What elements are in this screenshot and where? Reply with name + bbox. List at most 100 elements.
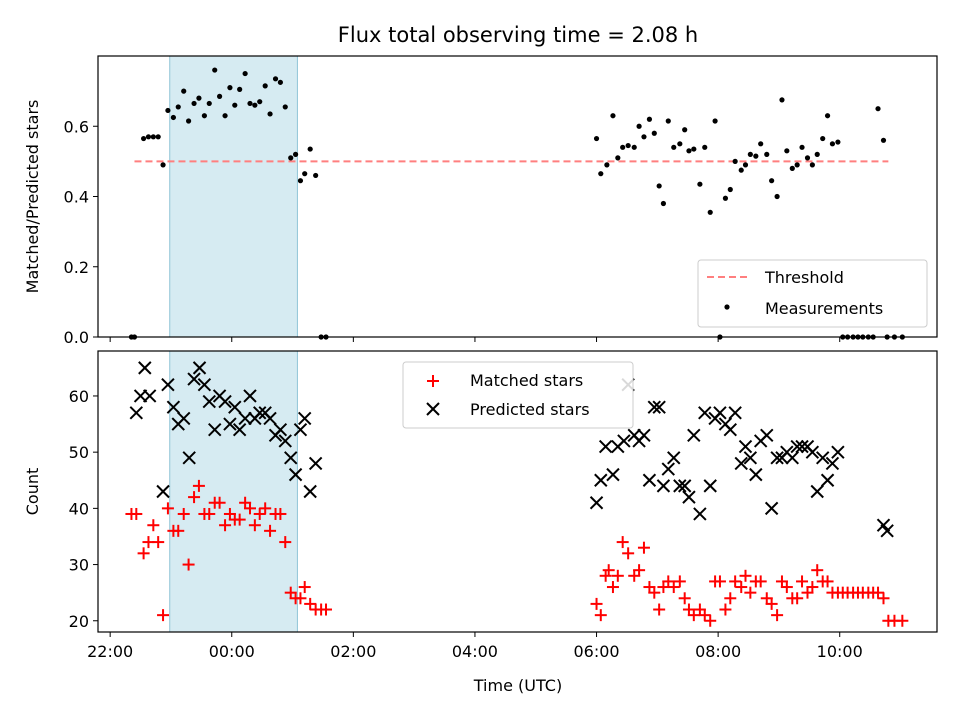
x-tick-label: 00:00 <box>209 642 255 661</box>
measurement-point <box>764 151 770 157</box>
x-stroke-b <box>298 411 312 426</box>
measurement-point <box>656 183 662 189</box>
matched-stars-point <box>264 524 277 537</box>
predicted-stars-point <box>790 439 804 454</box>
measurement-point <box>804 155 811 161</box>
measurement-point <box>598 171 604 177</box>
matched-stars-point <box>137 547 150 560</box>
measurement-point <box>282 104 288 110</box>
measurement-point <box>799 144 805 150</box>
x-stroke-b <box>197 378 212 392</box>
predicted-stars-point <box>637 428 651 443</box>
matched-stars-point <box>243 502 256 515</box>
x-stroke-b <box>288 467 303 482</box>
count-marks <box>125 361 909 627</box>
x-stroke-b <box>263 411 277 426</box>
x-stroke-b <box>738 439 753 454</box>
x-stroke-b <box>703 479 717 493</box>
x-stroke-b <box>129 406 144 420</box>
measurement-point <box>794 162 800 168</box>
measurement-point <box>712 118 718 124</box>
predicted-stars-point <box>652 400 666 414</box>
measurement-point <box>677 141 683 147</box>
predicted-stars-point <box>617 434 631 448</box>
measurement-point <box>222 113 228 119</box>
matched-stars-point <box>219 519 232 532</box>
x-stroke-b <box>589 496 604 510</box>
x-stroke-b <box>876 518 891 532</box>
predicted-stars-point <box>831 445 845 459</box>
measurement-point <box>604 162 610 168</box>
measurement-point <box>824 113 831 119</box>
x-stroke-b <box>795 439 809 454</box>
predicted-stars-point <box>182 451 196 465</box>
x-stroke-b <box>785 451 800 465</box>
x-stroke-b <box>192 361 207 375</box>
predicted-stars-point <box>598 439 613 454</box>
x-stroke-b <box>682 490 696 504</box>
measurement-point <box>170 114 176 121</box>
measurement-point <box>631 144 637 150</box>
predicted-stars-point <box>642 473 657 487</box>
matched-stars-point <box>713 575 726 588</box>
matched-stars-point <box>319 603 332 616</box>
highlight-span <box>169 55 298 338</box>
measurement-point <box>702 144 708 150</box>
matched-stars-point <box>182 558 195 571</box>
matched-stars-point <box>594 609 607 622</box>
predicted-stars-point <box>284 451 298 465</box>
x-stroke-b <box>208 422 222 437</box>
x-tick-label: 10:00 <box>817 642 863 661</box>
count-y-axis-label: Count <box>23 468 42 516</box>
predicted-stars-point <box>288 467 303 482</box>
x-stroke-b <box>673 479 687 493</box>
predicted-stars-point <box>667 451 681 465</box>
measurement-point <box>789 165 795 171</box>
x-stroke-b <box>652 400 666 414</box>
x-stroke-b <box>187 372 201 386</box>
matched-stars-point <box>279 536 292 549</box>
predicted-stars-point <box>298 411 312 426</box>
predicted-stars-point <box>785 451 800 465</box>
predicted-stars-point <box>589 496 604 510</box>
legend-box <box>402 361 634 429</box>
x-stroke-b <box>138 361 152 375</box>
predicted-stars-point <box>293 422 308 437</box>
matched-stars-point <box>662 575 675 588</box>
measurement-point <box>835 139 841 145</box>
measurement-point <box>651 130 657 136</box>
x-stroke-b <box>142 389 157 403</box>
matched-stars-point <box>698 609 711 622</box>
predicted-stars-point <box>673 479 687 493</box>
x-stroke-b <box>161 378 175 392</box>
predicted-stars-point <box>760 428 774 443</box>
x-stroke-b <box>606 467 620 482</box>
matched-stars-point <box>877 592 890 605</box>
measurement-point <box>615 155 621 161</box>
x-stroke-b <box>723 422 737 437</box>
measurement-point <box>191 100 197 107</box>
x-stroke-b <box>647 400 662 414</box>
matched-stars-point <box>765 597 778 610</box>
measurement-point <box>206 100 212 107</box>
measurement-point <box>641 134 647 140</box>
x-stroke-b <box>728 406 742 420</box>
predicted-stars-point <box>253 406 267 420</box>
x-stroke-b <box>238 411 252 426</box>
x-stroke-b <box>284 451 298 465</box>
x-stroke-b <box>278 434 292 448</box>
highlight-span <box>169 350 298 633</box>
predicted-stars-point <box>208 422 222 437</box>
x-stroke-b <box>698 406 712 420</box>
legend-predicted-label: Predicted stars <box>470 400 590 419</box>
matched-stars-point <box>735 581 748 594</box>
count-legend: Matched stars Predicted stars <box>402 361 634 429</box>
matched-stars-point <box>590 597 603 610</box>
y-tick-label: 0.6 <box>64 117 89 136</box>
x-stroke-b <box>815 451 830 465</box>
matched-stars-point <box>213 496 226 509</box>
measurement-point <box>262 83 268 89</box>
ratio-y-axis-label: Matched/Predicted stars <box>23 100 42 294</box>
measurement-point <box>185 118 192 124</box>
